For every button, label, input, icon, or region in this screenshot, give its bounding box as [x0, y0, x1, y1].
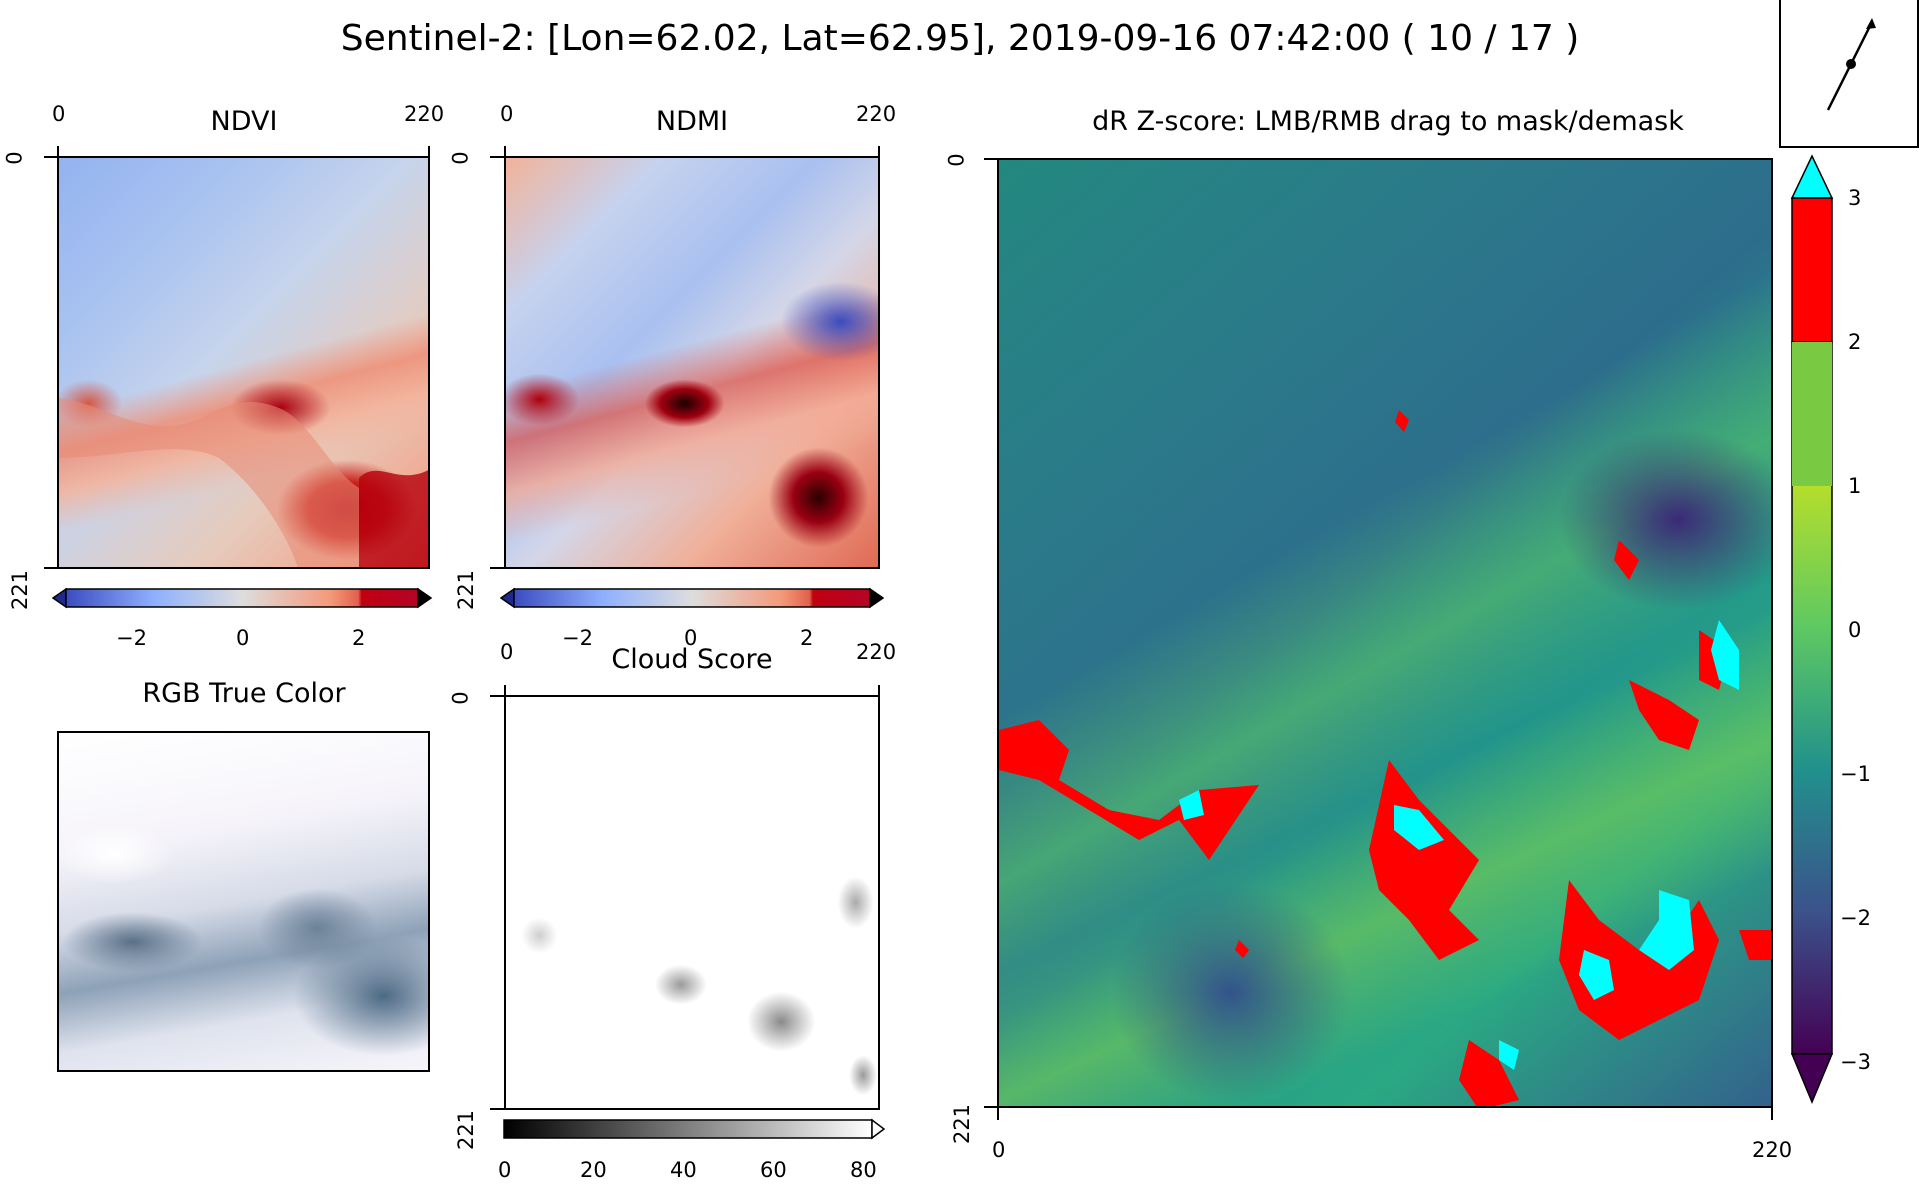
rgb-title: RGB True Color	[142, 678, 346, 709]
zscore-colorbar	[1788, 152, 1836, 1112]
cloud-cbar-tick-80: 80	[850, 1158, 877, 1182]
rgb-image[interactable]	[57, 731, 430, 1072]
cloud-cbar-tick-20: 20	[580, 1158, 607, 1182]
zscore-cbar-tick-0: 0	[1848, 618, 1862, 642]
ndmi-cbar-tick-m2: −2	[562, 626, 593, 650]
cloud-cbar-tick-0: 0	[498, 1158, 512, 1182]
zscore-y-tick-221: 221	[950, 1103, 975, 1145]
ndmi-x-tick-0: 0	[500, 102, 514, 126]
ndvi-cbar-tick-2: 2	[352, 626, 366, 650]
ndvi-x-tick-220: 220	[404, 102, 445, 126]
ndvi-cbar-tick-m2: −2	[116, 626, 147, 650]
ndvi-image[interactable]	[57, 156, 430, 569]
ndvi-colorbar	[52, 587, 432, 609]
ndmi-colorbar	[500, 587, 884, 609]
ndmi-y-tick-221: 221	[454, 569, 479, 611]
cloud-cbar-tick-40: 40	[670, 1158, 697, 1182]
cloud-x-tick-220: 220	[856, 640, 897, 664]
cloud-y-tick-221: 221	[454, 1109, 479, 1151]
zscore-title: dR Z-score: LMB/RMB drag to mask/demask	[1092, 106, 1684, 137]
ndmi-title: NDMI	[655, 106, 729, 137]
zscore-cbar-tick-m2: −2	[1840, 906, 1871, 930]
ndvi-x-tick-0: 0	[52, 102, 66, 126]
zscore-cbar-tick-1: 1	[1848, 474, 1862, 498]
zscore-y-tick-0: 0	[944, 153, 969, 167]
zscore-cbar-tick-3: 3	[1848, 186, 1862, 210]
cloud-x-tick-0: 0	[500, 640, 514, 664]
ndmi-image[interactable]	[504, 156, 880, 569]
zscore-anomaly-mask	[999, 410, 1771, 1106]
cloud-colorbar	[503, 1118, 885, 1140]
cloud-image[interactable]	[504, 695, 880, 1110]
cloud-y-tick-0: 0	[448, 691, 473, 705]
zscore-cbar-tick-m1: −1	[1840, 762, 1871, 786]
figure-suptitle: Sentinel-2: [Lon=62.02, Lat=62.95], 2019…	[340, 18, 1580, 59]
arrow-icon	[1826, 18, 1876, 111]
ndmi-cbar-tick-2: 2	[800, 626, 814, 650]
direction-widget[interactable]	[1779, 0, 1919, 148]
ndvi-cbar-tick-0: 0	[236, 626, 250, 650]
ndmi-x-tick-220: 220	[856, 102, 897, 126]
cloud-title: Cloud Score	[611, 644, 773, 675]
ndmi-y-tick-0: 0	[448, 151, 473, 165]
zscore-x-tick-0: 0	[992, 1138, 1006, 1162]
zscore-image[interactable]	[997, 158, 1773, 1108]
ndvi-y-tick-0: 0	[2, 151, 27, 165]
zscore-x-tick-220: 220	[1752, 1138, 1793, 1162]
ndvi-title: NDVI	[210, 106, 278, 137]
zscore-cbar-tick-2: 2	[1848, 330, 1862, 354]
zscore-cbar-tick-m3: −3	[1840, 1050, 1871, 1074]
ndmi-cbar-tick-0: 0	[684, 626, 698, 650]
ndvi-y-tick-221: 221	[8, 569, 33, 611]
cloud-cbar-tick-60: 60	[760, 1158, 787, 1182]
ndvi-texture	[59, 398, 428, 567]
